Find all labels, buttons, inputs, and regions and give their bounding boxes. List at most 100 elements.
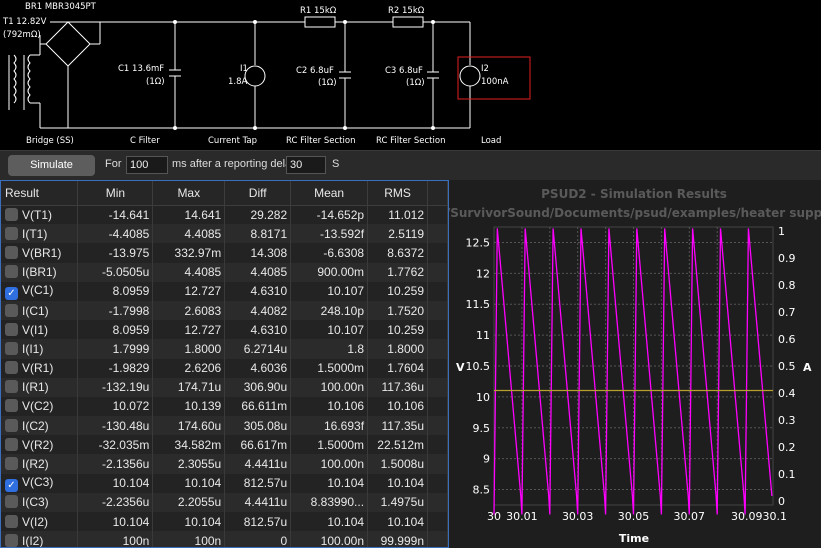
diff-cell: 4.6310 — [224, 281, 292, 301]
result-name: V(T1) — [22, 207, 52, 222]
column-header-min[interactable]: Min — [77, 181, 154, 206]
result-name: V(R2) — [22, 437, 54, 452]
simulate-button[interactable]: Simulate — [8, 155, 95, 176]
spacer-cell — [427, 205, 448, 225]
result-checkbox[interactable] — [5, 303, 18, 317]
max-cell: 14.641 — [152, 205, 226, 225]
column-header-mean[interactable]: Mean — [290, 181, 369, 206]
mean-cell: 10.107 — [290, 320, 369, 340]
spacer-cell — [427, 358, 448, 378]
spacer-cell — [427, 339, 448, 359]
min-cell: 100n — [77, 531, 154, 547]
result-checkbox[interactable] — [5, 533, 18, 547]
rms-cell: 1.8000 — [367, 339, 428, 359]
result-checkbox[interactable] — [5, 437, 18, 451]
result-checkbox[interactable] — [5, 226, 18, 240]
column-header-result[interactable]: Result — [1, 181, 79, 206]
after-delay-label: ms after a reporting delay of — [172, 158, 309, 170]
spacer-cell — [427, 473, 448, 493]
table-row[interactable]: ✓ V(C3) 10.104 10.104 812.57u 10.104 10.104 — [1, 473, 448, 493]
diff-cell: 812.57u — [224, 512, 292, 532]
result-checkbox[interactable] — [5, 265, 18, 279]
spacer-cell — [427, 492, 448, 512]
result-cell: V(BR1) — [1, 243, 79, 263]
mean-cell: 900.00m — [290, 262, 369, 282]
result-checkbox[interactable] — [5, 245, 18, 259]
rms-cell: 10.106 — [367, 396, 428, 417]
diff-cell: 66.611m — [224, 396, 292, 417]
max-cell: 2.6083 — [152, 300, 226, 321]
column-header-diff[interactable]: Diff — [224, 181, 292, 206]
table-row[interactable]: I(BR1) -5.0505u 4.4085 4.4085 900.00m 1.7762 — [1, 262, 448, 282]
rms-cell: 1.5008u — [367, 454, 428, 474]
result-checkbox[interactable] — [5, 380, 18, 394]
table-row[interactable]: I(C1) -1.7998 2.6083 4.4082 248.10p 1.7520 — [1, 300, 448, 321]
column-header-rms[interactable]: RMS — [367, 181, 428, 206]
plot-panel: PSUD2 - Simulation Results /SurvivorSoun… — [449, 180, 821, 548]
results-table-panel[interactable]: Result Min Max Diff Mean RMS V(T1) -14.64… — [0, 180, 449, 548]
result-checkbox[interactable] — [5, 495, 18, 509]
result-checkbox[interactable] — [5, 207, 18, 221]
min-cell: -4.4085 — [77, 224, 154, 244]
result-checkbox[interactable] — [5, 418, 18, 432]
table-row[interactable]: V(R1) -1.9829 2.6206 4.6036 1.5000m 1.7604 — [1, 358, 448, 378]
result-cell: V(T1) — [1, 205, 79, 225]
table-row[interactable]: V(C2) 10.072 10.139 66.611m 10.106 10.106 — [1, 396, 448, 417]
result-checkbox[interactable] — [5, 457, 18, 471]
mean-cell: -14.652p — [290, 205, 369, 225]
results-table-body: V(T1) -14.641 14.641 29.282 -14.652p 11.012 I(… — [1, 205, 448, 547]
result-name: I(I1) — [22, 341, 44, 356]
spacer-cell — [427, 281, 448, 301]
result-checkbox[interactable]: ✓ — [5, 478, 18, 492]
rms-cell: 1.7762 — [367, 262, 428, 282]
table-row[interactable]: V(BR1) -13.975 332.97m 14.308 -6.6308 8.6372 — [1, 243, 448, 263]
result-cell: I(I2) — [1, 531, 79, 547]
y-tick-left: 11.5 — [466, 298, 491, 311]
result-cell: I(R2) — [1, 454, 79, 474]
result-cell: I(C2) — [1, 416, 79, 436]
result-cell: I(C1) — [1, 300, 79, 321]
max-cell: 332.97m — [152, 243, 226, 263]
table-row[interactable]: ✓ V(C1) 8.0959 12.727 4.6310 10.107 10.259 — [1, 281, 448, 301]
result-checkbox[interactable] — [5, 322, 18, 336]
min-cell: -1.7998 — [77, 300, 154, 321]
result-cell: V(R1) — [1, 358, 79, 378]
table-row[interactable]: I(I2) 100n 100n 0 100.00n 99.999n — [1, 531, 448, 547]
table-row[interactable]: I(C2) -130.48u 174.60u 305.08u 16.693f 117.35… — [1, 416, 448, 436]
mean-cell: 8.83990... — [290, 492, 369, 512]
max-cell: 2.3055u — [152, 454, 226, 474]
result-checkbox[interactable] — [5, 341, 18, 355]
table-row[interactable]: V(T1) -14.641 14.641 29.282 -14.652p 11.012 — [1, 205, 448, 225]
table-row[interactable]: I(T1) -4.4085 4.4085 8.8171 -13.592f 2.5119 — [1, 224, 448, 244]
r1-label: R1 15kΩ — [300, 6, 337, 16]
i2-name: I2 — [481, 64, 489, 74]
table-row[interactable]: I(R2) -2.1356u 2.3055u 4.4411u 100.00n 1.5008… — [1, 454, 448, 474]
duration-input[interactable]: 100 — [126, 156, 168, 174]
y-tick-left: 12 — [476, 267, 490, 280]
mean-cell: 10.106 — [290, 396, 369, 417]
y-tick-left: 10.5 — [466, 360, 491, 373]
result-name: I(R1) — [22, 380, 49, 395]
max-cell: 12.727 — [152, 281, 226, 301]
result-checkbox[interactable] — [5, 514, 18, 528]
table-row[interactable]: I(C3) -2.2356u 2.2055u 4.4411u 8.83990... 1.4… — [1, 492, 448, 512]
column-header-max[interactable]: Max — [152, 181, 226, 206]
min-cell: -1.9829 — [77, 358, 154, 378]
table-row[interactable]: V(I1) 8.0959 12.727 4.6310 10.107 10.259 — [1, 320, 448, 340]
table-row[interactable]: V(I2) 10.104 10.104 812.57u 10.104 10.104 — [1, 512, 448, 532]
c1-label: C1 13.6mF — [118, 64, 164, 74]
result-checkbox[interactable] — [5, 361, 18, 375]
table-row[interactable]: I(R1) -132.19u 174.71u 306.90u 100.00n 117.36… — [1, 377, 448, 397]
result-cell: I(T1) — [1, 224, 79, 244]
y-axis-left-label: V — [456, 361, 465, 374]
result-checkbox[interactable]: ✓ — [5, 286, 18, 300]
schematic-panel[interactable]: BR1 MBR3045PT T1 12.82V (792mΩ) C1 13.6m… — [0, 0, 821, 150]
table-row[interactable]: I(I1) 1.7999 1.8000 6.2714u 1.8 1.8000 — [1, 339, 448, 359]
delay-input[interactable]: 30 — [286, 156, 326, 174]
rms-cell: 1.4975u — [367, 492, 428, 512]
table-row[interactable]: V(R2) -32.035m 34.582m 66.617m 1.5000m 22.512… — [1, 435, 448, 455]
result-checkbox[interactable] — [5, 399, 18, 413]
mean-cell: 10.104 — [290, 473, 369, 493]
y-tick-right: 0.6 — [778, 333, 796, 346]
result-cell: V(I2) — [1, 512, 79, 532]
